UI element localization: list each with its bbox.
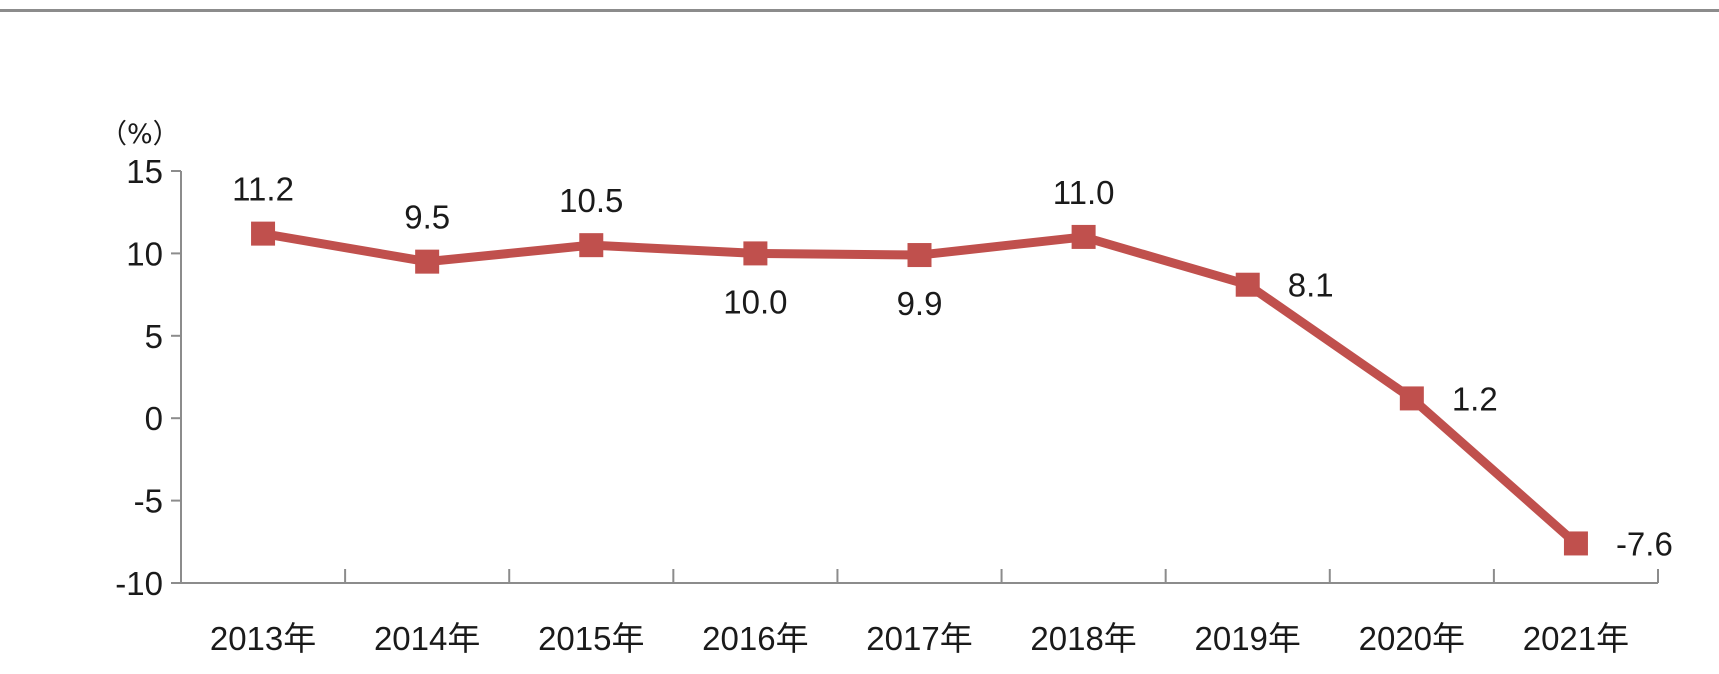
data-label: 10.0 bbox=[723, 283, 787, 320]
data-label: 9.5 bbox=[404, 199, 450, 236]
x-tick-label: 2013年 bbox=[210, 620, 316, 657]
x-ticks: 2013年 2014年 2015年 2016年 2017年 2018年 2019年 2020年… bbox=[180, 569, 1659, 657]
data-label: 9.9 bbox=[897, 285, 943, 322]
data-point-marker bbox=[1399, 386, 1424, 411]
data-point-marker bbox=[1235, 272, 1260, 297]
x-tick-label: 2021年 bbox=[1523, 620, 1629, 657]
data-labels: 11.2 9.5 10.5 10.0 9.9 11.0 8.1 1.2 -7.6 bbox=[232, 171, 1673, 563]
y-tick-label: -5 bbox=[134, 483, 163, 520]
data-point-marker bbox=[743, 241, 768, 266]
markers bbox=[251, 221, 1588, 556]
x-tick-label: 2014年 bbox=[374, 620, 480, 657]
data-point-marker bbox=[1071, 224, 1096, 249]
x-tick-label: 2016年 bbox=[702, 620, 808, 657]
data-label: 10.5 bbox=[559, 182, 623, 219]
x-tick-label: 2017年 bbox=[866, 620, 972, 657]
data-point-marker bbox=[579, 233, 604, 258]
x-tick-label: 2015年 bbox=[538, 620, 644, 657]
x-tick-label: 2020年 bbox=[1359, 620, 1465, 657]
x-tick-label: 2019年 bbox=[1195, 620, 1301, 657]
data-point-marker bbox=[1563, 531, 1588, 556]
series-line-path bbox=[258, 229, 1581, 548]
data-point-marker bbox=[251, 221, 276, 246]
series-line bbox=[258, 229, 1581, 548]
x-tick-label: 2018年 bbox=[1030, 620, 1136, 657]
y-tick-label: 5 bbox=[145, 318, 163, 355]
y-ticks: 15 10 5 0 -5 -10 bbox=[115, 153, 181, 602]
data-label: 1.2 bbox=[1452, 380, 1498, 417]
data-label: 8.1 bbox=[1288, 267, 1334, 304]
top-divider bbox=[0, 9, 1719, 12]
y-tick-label: 10 bbox=[126, 235, 163, 272]
y-tick-label: -10 bbox=[115, 565, 163, 602]
y-tick-label: 15 bbox=[126, 153, 163, 190]
data-label: 11.2 bbox=[232, 171, 294, 208]
data-point-marker bbox=[415, 249, 440, 274]
data-label: -7.6 bbox=[1616, 525, 1673, 562]
axes bbox=[180, 171, 1658, 584]
data-label: 11.0 bbox=[1053, 174, 1115, 211]
y-tick-label: 0 bbox=[145, 400, 163, 437]
y-axis-unit-label: （%） bbox=[100, 119, 180, 150]
data-point-marker bbox=[907, 243, 932, 268]
